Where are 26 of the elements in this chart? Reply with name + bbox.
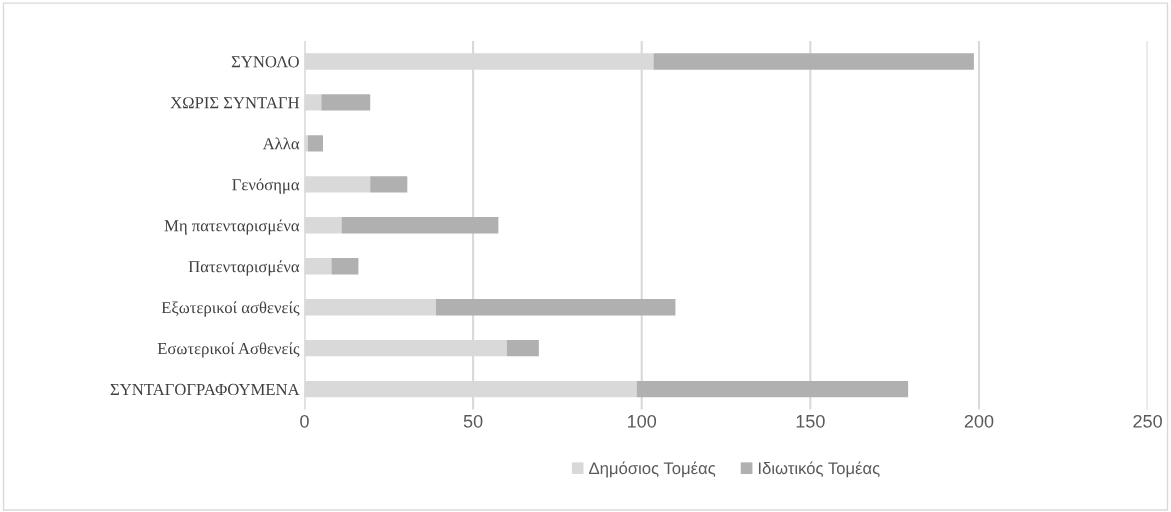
- x-tick-label: 200: [964, 414, 994, 428]
- y-tick-label: Μη πατενταρισμένα: [164, 219, 300, 235]
- y-tick-label: Πατενταρισμένα: [188, 260, 300, 276]
- y-tick-label: ΣΥΝΟΛΟ: [231, 56, 299, 68]
- y-tick-label: Εσωτερικοί Ασθενείς: [157, 342, 300, 358]
- x-tick-label: 50: [463, 414, 483, 428]
- x-tick-label: 150: [796, 414, 825, 428]
- legend-label: Ιδιωτικός Τομέας: [758, 461, 880, 478]
- bar: [370, 176, 408, 193]
- x-tick-label: 0: [300, 414, 309, 428]
- bar: [331, 258, 359, 275]
- x-tick-label: 250: [1133, 414, 1162, 428]
- y-tick-label: ΧΩΡΙΣ ΣΥΝΤΑΓΗ: [170, 97, 300, 109]
- bar: [653, 53, 974, 70]
- x-tick-label: 100: [628, 414, 657, 428]
- bar: [506, 339, 539, 357]
- bar: [435, 299, 676, 316]
- y-tick-label: Εξωτερικοί ασθενείς: [161, 301, 300, 317]
- y-tick-label: ΣΥΝΤΑΓΟΓΡΑΦΟΥΜΕΝΑ: [110, 383, 300, 396]
- bar: [307, 135, 324, 152]
- bar: [636, 380, 909, 398]
- y-tick-label: Γενόσημα: [232, 178, 300, 194]
- bar: [341, 217, 499, 234]
- legend-label: Δημόσιος Τομέας: [589, 461, 716, 478]
- bar: [321, 94, 371, 111]
- y-tick-label: Αλλα: [262, 137, 300, 150]
